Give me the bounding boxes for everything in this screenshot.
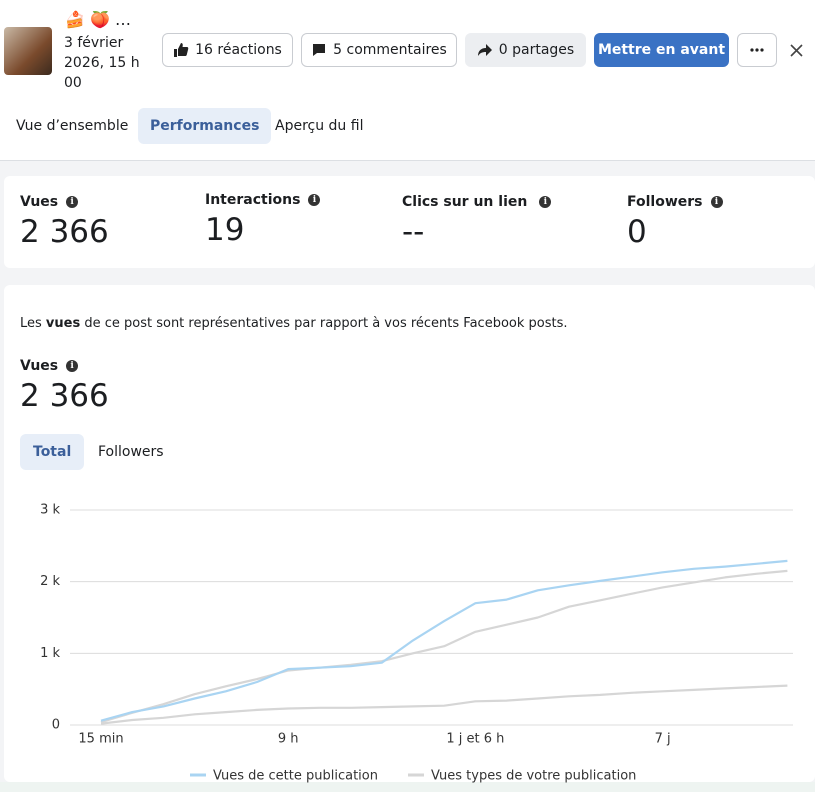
button-label: 16 réactions: [195, 42, 282, 58]
y-tick-label: 0: [52, 718, 60, 733]
tab[interactable]: Aperçu du fil: [275, 118, 364, 134]
stat-value: 2 366: [20, 214, 109, 250]
stat: Followers i 0: [627, 194, 723, 250]
comments-button[interactable]: 5 commentaires: [301, 33, 457, 67]
x-tick-label: 9 h: [278, 732, 299, 747]
footer-strip: [0, 782, 815, 792]
shares-button[interactable]: 0 partages: [465, 33, 586, 67]
note: Les vues de ce post sont représentatives…: [20, 316, 568, 331]
metric-value: 2 366: [20, 378, 109, 414]
reactions-button[interactable]: 16 réactions: [162, 33, 293, 67]
stats-card: Vues i 2 366 Interactions i 19 Clics sur un …: [4, 176, 815, 268]
boost-button[interactable]: Mettre en avant: [594, 33, 729, 67]
stat-label: Clics sur un lien: [402, 194, 528, 210]
series-line: [100, 569, 788, 724]
stat-value: --: [402, 214, 425, 250]
header: 🍰 🍑 … 3 février 2026, 15 h 00 16 réactio…: [0, 0, 815, 161]
views-card: Les vues de ce post sont représentatives…: [4, 285, 815, 782]
stat: Clics sur un lien i --: [402, 194, 552, 250]
note-bold: vues: [45, 316, 81, 331]
x-tick-label: 1 j et 6 h: [446, 732, 504, 747]
stat-value: 0: [627, 214, 647, 250]
y-tick-label: 2 k: [40, 574, 60, 589]
x-tick-label: 7 j: [655, 732, 671, 747]
button-label: 5 commentaires: [333, 42, 447, 58]
stat-label: Followers: [627, 194, 703, 210]
metric: Vues i 2 366: [20, 358, 109, 414]
button-label: 0 partages: [498, 42, 575, 58]
post-date: 3 février 2026, 15 h 00: [64, 35, 140, 91]
x-tick-label: 15 min: [78, 732, 123, 747]
note-text: Les: [20, 316, 46, 331]
stat-value: 19: [205, 212, 245, 248]
more-button[interactable]: [737, 33, 777, 67]
series-line: [100, 684, 788, 725]
subtab[interactable]: Followers: [98, 444, 164, 460]
metric-label: Vues: [20, 358, 59, 374]
stat-label: Vues: [20, 194, 59, 210]
close-button[interactable]: [790, 44, 803, 57]
tab[interactable]: Vue d’ensemble: [16, 118, 129, 134]
emojis: 🍰 🍑 …: [65, 10, 132, 29]
chart: 0 1 k 2 k 3 k 15 min 9 h 1 j et 6 h 7 j Vues de …: [40, 503, 793, 784]
stat: Vues i 2 366: [20, 194, 109, 250]
note-text: de ce post sont représentatives par rapp…: [80, 316, 568, 331]
legend-label: Vues types de votre publication: [431, 769, 636, 784]
button-label: Mettre en avant: [597, 42, 726, 58]
thumbnail[interactable]: [4, 27, 52, 75]
tab-active[interactable]: Performances: [138, 108, 272, 144]
stat: Interactions i 19: [205, 192, 321, 248]
legend-label: Vues de cette publication: [213, 769, 378, 784]
series-line: [100, 559, 788, 722]
stat-label: Interactions: [205, 192, 301, 208]
y-tick-label: 3 k: [40, 503, 60, 518]
subtab-active[interactable]: Total: [20, 434, 85, 470]
y-tick-label: 1 k: [40, 646, 60, 661]
